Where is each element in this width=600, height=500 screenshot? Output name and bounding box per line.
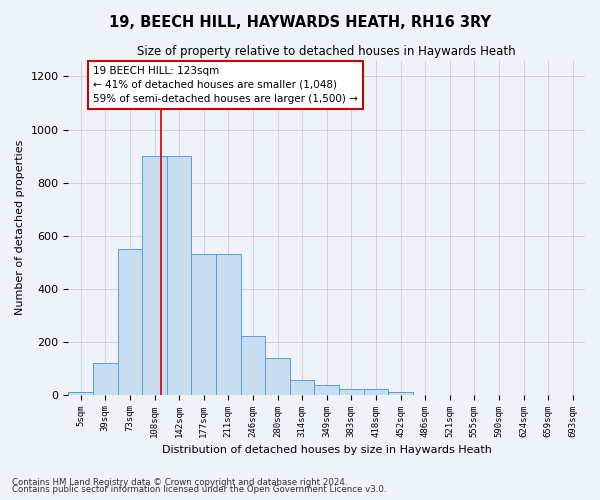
Text: Contains HM Land Registry data © Crown copyright and database right 2024.: Contains HM Land Registry data © Crown c… (12, 478, 347, 487)
Text: 19 BEECH HILL: 123sqm
← 41% of detached houses are smaller (1,048)
59% of semi-d: 19 BEECH HILL: 123sqm ← 41% of detached … (93, 66, 358, 104)
Bar (290, 380, 314, 394)
Bar (339, 390, 364, 394)
Text: Contains public sector information licensed under the Open Government Licence v3: Contains public sector information licen… (12, 486, 386, 494)
Text: 19, BEECH HILL, HAYWARDS HEATH, RH16 3RY: 19, BEECH HILL, HAYWARDS HEATH, RH16 3RY (109, 15, 491, 30)
Bar (93, 363, 118, 394)
Bar (241, 336, 265, 394)
Bar (314, 386, 339, 394)
Y-axis label: Number of detached properties: Number of detached properties (15, 140, 25, 316)
Bar (118, 249, 142, 394)
X-axis label: Distribution of detached houses by size in Haywards Heath: Distribution of detached houses by size … (162, 445, 491, 455)
Bar (388, 392, 413, 394)
Title: Size of property relative to detached houses in Haywards Heath: Size of property relative to detached ho… (137, 45, 516, 58)
Bar (265, 358, 290, 395)
Bar (167, 156, 191, 394)
Bar (216, 254, 241, 394)
Bar (364, 390, 388, 394)
Bar (191, 254, 216, 394)
Bar (68, 392, 93, 394)
Bar (142, 156, 167, 394)
